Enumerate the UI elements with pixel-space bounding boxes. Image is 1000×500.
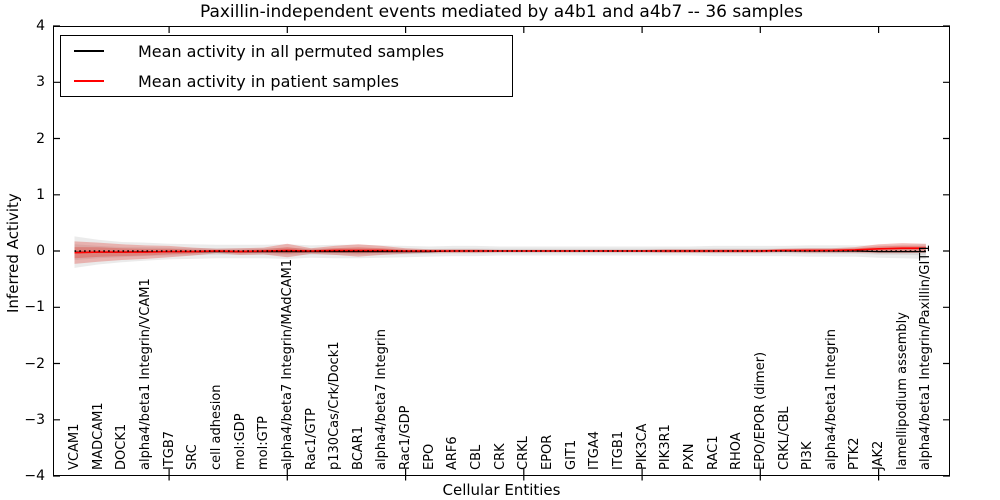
x-category-label: ARF6 xyxy=(445,436,461,470)
x-category-label: MADCAM1 xyxy=(90,402,106,470)
x-category-label: ITGB7 xyxy=(161,430,177,470)
axis-tick xyxy=(53,25,950,481)
series-band-permuted xyxy=(74,244,926,260)
y-tick-label: 4 xyxy=(36,18,45,34)
x-category-label: CBL xyxy=(469,444,485,470)
x-category-label: PI3K xyxy=(800,441,816,470)
legend-item: Mean activity in all permuted samples xyxy=(61,39,512,63)
x-category-label: p130Cas/Crk/Dock1 xyxy=(327,341,343,470)
y-tick-label: 1 xyxy=(36,186,45,203)
legend-label-permuted: Mean activity in all permuted samples xyxy=(138,41,445,61)
x-category-label: EPO/EPOR (dimer) xyxy=(752,351,768,470)
legend-label-patient: Mean activity in patient samples xyxy=(138,71,399,91)
series-band-patient xyxy=(74,241,926,264)
x-axis-label: Cellular Entities xyxy=(442,481,561,499)
plot-canvas xyxy=(53,25,950,481)
x-category-label: PTK2 xyxy=(847,437,863,470)
x-category-label: SRC xyxy=(185,444,201,470)
x-category-label: ITGA4 xyxy=(587,430,603,470)
x-category-label: CRKL/CBL xyxy=(776,406,792,471)
x-category-label: alpha4/beta1 Integrin xyxy=(823,328,839,470)
x-category-label: mol:GTP xyxy=(256,416,272,470)
x-category-label: lamellipodium assembly xyxy=(894,312,910,470)
series-line-patient xyxy=(74,247,926,254)
x-category-label: alpha4/beta7 Integrin/MAdCAM1 xyxy=(279,259,295,470)
x-category-label: BCAR1 xyxy=(350,426,366,470)
legend: Mean activity in all permuted samples Me… xyxy=(60,35,513,97)
x-category-label: alpha4/beta1 Integrin/VCAM1 xyxy=(137,278,153,470)
y-axis-label: Inferred Activity xyxy=(4,193,22,313)
x-category-label: ITGB1 xyxy=(610,430,626,470)
x-category-label: DOCK1 xyxy=(114,423,130,470)
y-tick-label: −1 xyxy=(24,299,45,316)
legend-item: Mean activity in patient samples xyxy=(61,69,512,93)
y-tick-label: 2 xyxy=(36,130,45,147)
y-tick-label: 0 xyxy=(36,243,45,259)
series-band-patient xyxy=(74,245,926,259)
y-tick-label: −2 xyxy=(24,355,45,372)
x-category-label: JAK2 xyxy=(871,440,887,470)
x-category-label: CRKL xyxy=(516,436,532,470)
legend-line-patient-icon xyxy=(74,80,104,82)
legend-line-permuted-icon xyxy=(74,50,104,52)
x-category-label: PIK3R1 xyxy=(658,424,674,470)
x-category-label: Rac1/GDP xyxy=(398,405,414,470)
y-tick-label: −3 xyxy=(24,411,45,428)
x-category-label: PXN xyxy=(681,443,697,470)
y-tick-label: 3 xyxy=(36,74,45,91)
x-category-label: alpha4/beta7 Integrin xyxy=(374,328,390,470)
x-category-label: CRK xyxy=(492,443,508,470)
x-category-label: cell adhesion xyxy=(208,384,224,470)
x-category-label: PIK3CA xyxy=(634,423,650,470)
x-category-label: alpha4/beta1 Integrin/Paxillin/GIT1 xyxy=(918,244,934,470)
y-tick-label: −4 xyxy=(24,468,45,484)
series-band-permuted xyxy=(74,236,926,268)
x-category-label: Rac1/GTP xyxy=(303,408,319,470)
x-category-label: RAC1 xyxy=(705,435,721,470)
x-category-label: GIT1 xyxy=(563,439,579,470)
x-category-label: RHOA xyxy=(729,432,745,470)
x-category-label: EPO xyxy=(421,443,437,470)
x-category-label: EPOR xyxy=(540,434,555,470)
chart-title: Paxillin-independent events mediated by … xyxy=(199,2,804,22)
x-category-label: VCAM1 xyxy=(67,423,82,470)
x-category-label: mol:GDP xyxy=(232,413,248,470)
